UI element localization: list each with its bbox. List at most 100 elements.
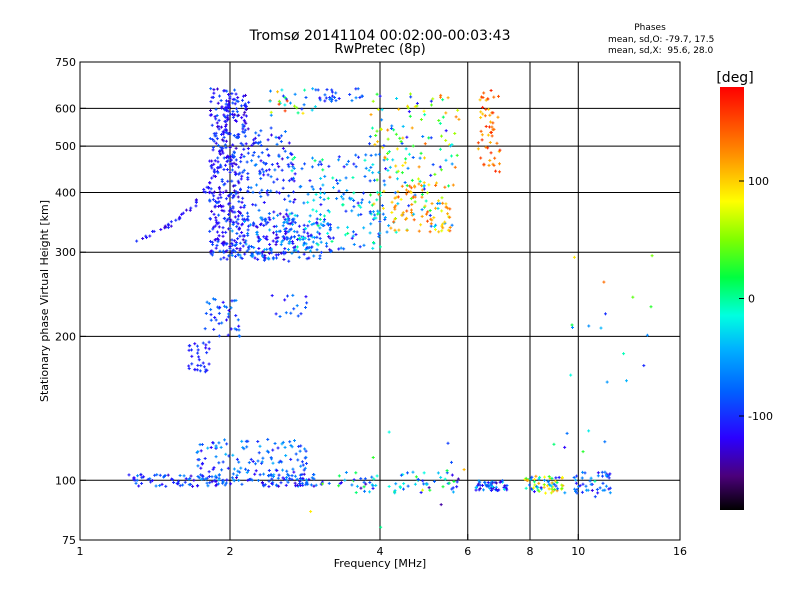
data-point (269, 133, 273, 137)
data-point (596, 471, 600, 475)
data-point (236, 469, 240, 473)
data-point (258, 223, 262, 227)
data-point (285, 294, 289, 298)
data-point (234, 192, 238, 196)
data-point (491, 111, 495, 115)
data-point (289, 177, 293, 181)
data-point (226, 179, 230, 183)
data-point (419, 151, 423, 155)
data-point (227, 454, 231, 458)
data-point (166, 223, 170, 227)
data-point (413, 105, 417, 109)
data-point (255, 233, 259, 237)
data-point (231, 472, 235, 476)
data-point (378, 245, 382, 249)
data-point (432, 480, 436, 484)
data-point (232, 299, 236, 303)
data-point (215, 121, 219, 125)
data-point (225, 318, 229, 322)
data-point (288, 237, 292, 241)
data-point (257, 246, 261, 250)
data-point (243, 110, 247, 114)
data-point (240, 482, 244, 486)
data-point (233, 170, 237, 174)
data-point (542, 483, 546, 487)
data-point (286, 236, 290, 240)
data-point (235, 231, 239, 235)
data-point (217, 221, 221, 225)
data-point (311, 156, 315, 160)
y-tick-label: 500 (55, 140, 76, 153)
data-point (316, 230, 320, 234)
data-point (273, 168, 277, 172)
data-point (537, 477, 541, 481)
data-point (196, 351, 200, 355)
data-point (350, 197, 354, 201)
data-point (251, 203, 255, 207)
data-point (166, 226, 170, 230)
data-point (267, 468, 271, 472)
data-point (220, 208, 224, 212)
data-point (571, 326, 575, 330)
data-point (337, 189, 341, 193)
data-point (238, 470, 242, 474)
data-point (504, 486, 508, 490)
data-point (221, 151, 225, 155)
data-point (231, 97, 235, 101)
data-point (426, 210, 430, 214)
data-point (420, 214, 424, 218)
y-tick-label: 750 (55, 56, 76, 69)
data-point (444, 138, 448, 142)
data-point (277, 165, 281, 169)
data-point (288, 101, 292, 105)
data-point (319, 187, 323, 191)
data-point (226, 159, 230, 163)
data-point (323, 174, 327, 178)
data-point (229, 482, 233, 486)
data-point (225, 305, 229, 309)
data-point (348, 92, 352, 96)
data-point (223, 89, 227, 93)
data-point (379, 525, 383, 529)
data-point (375, 474, 379, 478)
data-point (223, 115, 227, 119)
data-point (428, 209, 432, 213)
data-point (418, 156, 422, 160)
data-point (276, 90, 280, 94)
data-point (216, 101, 220, 105)
data-point (201, 361, 205, 365)
data-point (236, 136, 240, 140)
data-point (227, 216, 231, 220)
data-point (262, 200, 266, 204)
data-point (287, 194, 291, 198)
data-point (142, 475, 146, 479)
data-point (217, 473, 221, 477)
data-point (312, 222, 316, 226)
data-point (227, 102, 231, 106)
data-point (346, 231, 350, 235)
data-point (405, 471, 409, 475)
data-point (261, 249, 265, 253)
data-point (212, 88, 216, 92)
data-point (645, 333, 649, 337)
data-point (368, 481, 372, 485)
data-point (292, 246, 296, 250)
data-point (550, 487, 554, 491)
data-point (436, 202, 440, 206)
data-point (212, 174, 216, 178)
data-point (372, 216, 376, 220)
data-point (282, 215, 286, 219)
data-point (203, 327, 207, 331)
data-point (239, 177, 243, 181)
data-point (223, 241, 227, 245)
data-point (309, 233, 313, 237)
data-point (448, 225, 452, 229)
data-point (293, 104, 297, 108)
data-point (238, 253, 242, 257)
data-point (290, 221, 294, 225)
data-point (271, 256, 275, 260)
data-point (572, 475, 576, 479)
data-point (219, 148, 223, 152)
data-point (216, 125, 220, 129)
